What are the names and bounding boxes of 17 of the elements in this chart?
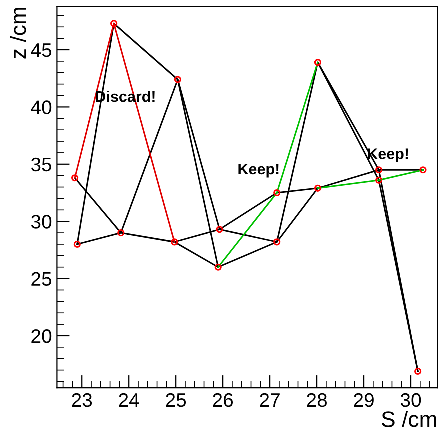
x-tick-label: 28 bbox=[307, 393, 328, 408]
x-tick-label: 29 bbox=[354, 393, 374, 408]
x-tick-label: 23 bbox=[72, 393, 92, 408]
y-axis-title: z /cm bbox=[10, 8, 26, 59]
y-tick-label: 30 bbox=[31, 215, 52, 229]
x-tick-label: 26 bbox=[213, 393, 234, 408]
y-tick-label: 40 bbox=[31, 100, 52, 114]
annotation: Keep! bbox=[238, 164, 279, 178]
y-tick-label: 25 bbox=[32, 272, 52, 286]
x-tick-label: 30 bbox=[400, 393, 422, 408]
x-tick-label: 25 bbox=[166, 393, 186, 408]
y-tick-label: 45 bbox=[31, 44, 52, 58]
y-tick-label: 35 bbox=[31, 158, 52, 172]
x-tick-label: 24 bbox=[119, 393, 140, 407]
y-tick-label: 20 bbox=[32, 329, 52, 344]
x-tick-label: 27 bbox=[260, 393, 280, 407]
x-axis-title: S /cm bbox=[382, 411, 436, 428]
